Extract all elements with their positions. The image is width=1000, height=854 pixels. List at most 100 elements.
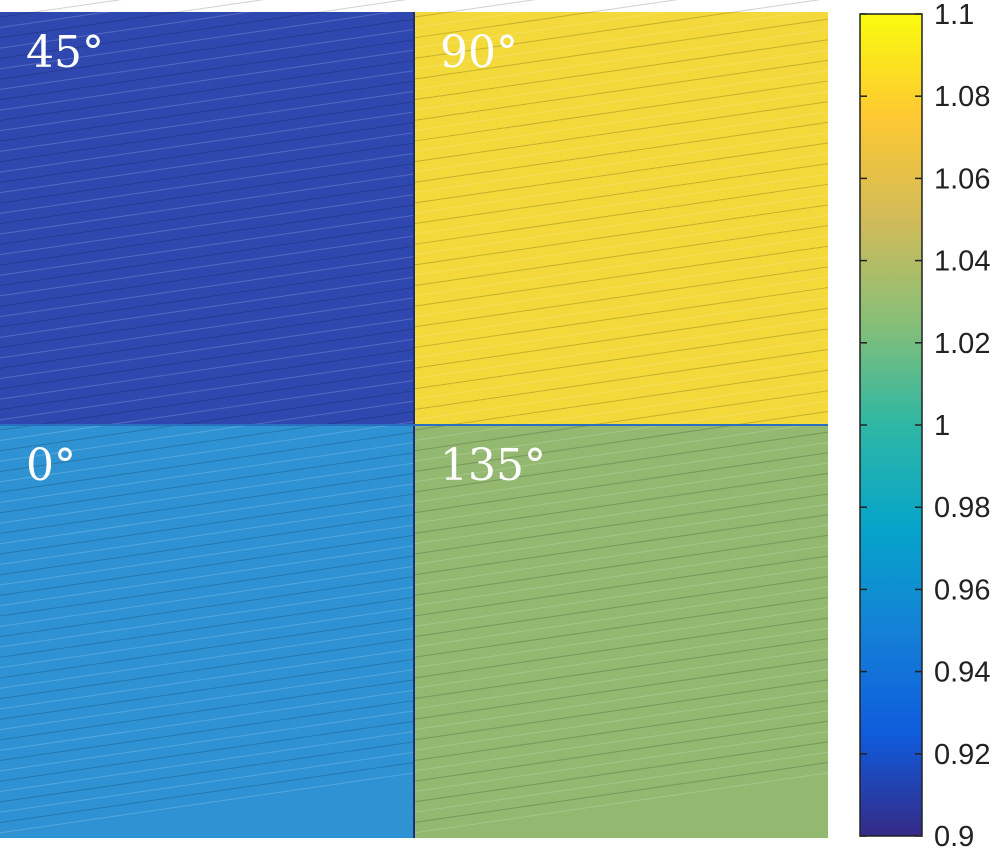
texture-line bbox=[0, 431, 415, 493]
texture-line bbox=[0, 70, 415, 132]
texture-line bbox=[413, 59, 829, 121]
texture-line bbox=[413, 307, 829, 369]
texture-line bbox=[413, 679, 829, 741]
texture-line bbox=[413, 359, 829, 421]
texture-line bbox=[0, 555, 415, 617]
texture-line bbox=[0, 287, 415, 349]
texture-line bbox=[413, 741, 829, 803]
panel-texture bbox=[413, 0, 829, 421]
texture-line bbox=[0, 163, 415, 225]
colorbar-tick-label: 0.92 bbox=[934, 739, 990, 771]
texture-line bbox=[0, 669, 415, 731]
texture-line bbox=[0, 0, 122, 18]
texture-line bbox=[413, 493, 829, 555]
texture-line bbox=[0, 225, 415, 287]
texture-line bbox=[413, 390, 829, 452]
panel-fill bbox=[0, 12, 414, 425]
texture-line bbox=[413, 245, 829, 307]
texture-line bbox=[413, 90, 829, 152]
texture-line bbox=[413, 555, 829, 617]
texture-line bbox=[0, 101, 415, 163]
colorbar-tick-label: 0.98 bbox=[934, 492, 990, 524]
texture-line bbox=[0, 410, 415, 472]
texture-line bbox=[0, 441, 415, 503]
texture-line bbox=[413, 762, 829, 824]
texture-line bbox=[413, 18, 829, 80]
texture-line bbox=[0, 565, 415, 627]
texture-line bbox=[0, 648, 415, 710]
texture-line bbox=[413, 328, 829, 390]
texture-line bbox=[413, 503, 829, 565]
panel-label: 0° bbox=[26, 440, 76, 491]
panel-label: 45° bbox=[26, 27, 104, 78]
texture-line bbox=[413, 256, 829, 318]
heatmap-panels: 45° 90° 0° 135° bbox=[0, 0, 829, 838]
texture-line bbox=[0, 318, 415, 380]
panel-fill bbox=[414, 12, 828, 425]
texture-line bbox=[413, 700, 829, 762]
texture-line bbox=[0, 576, 415, 638]
texture-line bbox=[413, 0, 679, 39]
panel-label: 135° bbox=[440, 440, 546, 491]
texture-line bbox=[413, 441, 829, 503]
texture-line bbox=[413, 731, 829, 793]
texture-line bbox=[413, 452, 829, 514]
texture-line bbox=[413, 214, 829, 276]
texture-line bbox=[413, 524, 829, 586]
texture-line bbox=[0, 0, 194, 28]
texture-line bbox=[413, 235, 829, 297]
texture-line bbox=[413, 8, 829, 70]
texture-line bbox=[413, 287, 829, 349]
texture-line bbox=[0, 0, 336, 49]
panel-top-right: 90° bbox=[413, 0, 829, 425]
texture-line bbox=[413, 0, 750, 49]
texture-line bbox=[0, 266, 415, 328]
texture-line bbox=[413, 49, 829, 111]
colorbar-tick-label: 1.08 bbox=[934, 81, 990, 113]
texture-line bbox=[0, 80, 415, 142]
texture-line bbox=[413, 607, 829, 669]
texture-line bbox=[0, 173, 415, 235]
colorbar: 0.9 0.92 0.94 0.96 0.98 1 1.02 1.04 1.06 1.08 1.1 bbox=[859, 0, 990, 853]
texture-line bbox=[413, 410, 829, 472]
texture-line bbox=[0, 751, 415, 813]
texture-line bbox=[413, 349, 829, 411]
texture-line bbox=[0, 472, 415, 534]
texture-line bbox=[0, 534, 415, 596]
panel-fill bbox=[0, 425, 414, 838]
texture-line bbox=[413, 194, 829, 256]
texture-line bbox=[0, 194, 415, 256]
texture-line bbox=[413, 400, 829, 462]
texture-line bbox=[413, 565, 829, 627]
texture-line bbox=[413, 204, 829, 266]
texture-line bbox=[0, 700, 415, 762]
texture-line bbox=[413, 369, 829, 431]
texture-line bbox=[413, 132, 829, 194]
texture-line bbox=[413, 121, 829, 183]
colorbar-tick-label: 0.94 bbox=[934, 657, 990, 689]
texture-line bbox=[0, 617, 415, 679]
texture-line bbox=[413, 772, 829, 834]
texture-line bbox=[0, 369, 415, 431]
texture-line bbox=[413, 576, 829, 638]
texture-line bbox=[413, 152, 829, 214]
texture-line bbox=[0, 400, 415, 462]
texture-line bbox=[0, 627, 415, 689]
texture-line bbox=[413, 658, 829, 720]
texture-line bbox=[413, 483, 829, 545]
texture-line bbox=[0, 204, 415, 266]
texture-line bbox=[413, 689, 829, 751]
texture-line bbox=[0, 276, 415, 338]
colorbar-tick-label: 1.06 bbox=[934, 163, 990, 195]
texture-line bbox=[0, 741, 415, 803]
texture-line bbox=[413, 276, 829, 338]
texture-line bbox=[0, 720, 415, 782]
colorbar-gradient bbox=[859, 13, 923, 837]
texture-line bbox=[0, 328, 415, 390]
texture-line bbox=[413, 669, 829, 731]
texture-line bbox=[0, 503, 415, 565]
panel-bottom-left: 0° bbox=[0, 369, 415, 838]
texture-line bbox=[0, 39, 415, 101]
texture-line bbox=[413, 318, 829, 380]
texture-line bbox=[413, 638, 829, 700]
